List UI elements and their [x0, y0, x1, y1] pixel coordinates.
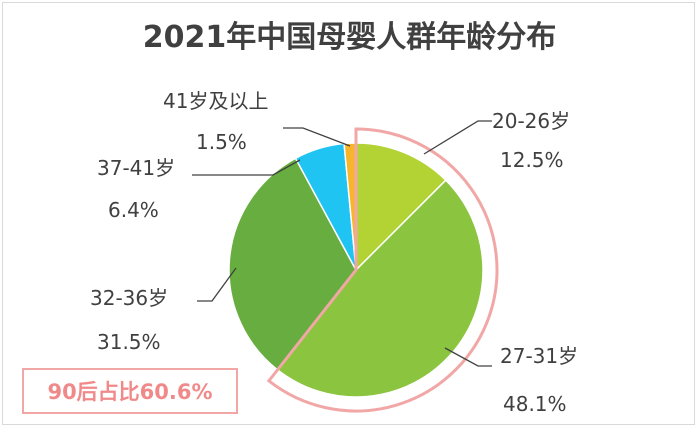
leader-line: [197, 267, 237, 302]
slice-value-label: 48.1%: [503, 392, 567, 416]
slice-label: 27-31岁: [500, 344, 578, 368]
leader-line: [444, 347, 492, 367]
slice-label: 37-41岁: [97, 156, 175, 180]
slice-value-label: 1.5%: [196, 130, 247, 154]
slice-value-label: 31.5%: [97, 330, 161, 354]
chart-frame: [2, 2, 695, 425]
chart-title: 2021年中国母婴人群年龄分布: [142, 20, 557, 55]
slice-value-label: 12.5%: [500, 148, 564, 172]
leader-line: [192, 159, 301, 176]
slice-label: 20-26岁: [492, 109, 570, 133]
highlight-callout: 90后占比60.6%: [22, 368, 238, 414]
slice-label: 32-36岁: [90, 286, 168, 310]
leader-line: [423, 120, 492, 155]
slice-value-label: 6.4%: [108, 198, 159, 222]
pie-slice-20-26: [355, 142, 447, 272]
pie-slice-27-31: [276, 179, 484, 398]
slice-label: 41岁及以上: [163, 89, 268, 113]
highlight-outline: [266, 127, 499, 413]
leader-line: [283, 127, 351, 147]
